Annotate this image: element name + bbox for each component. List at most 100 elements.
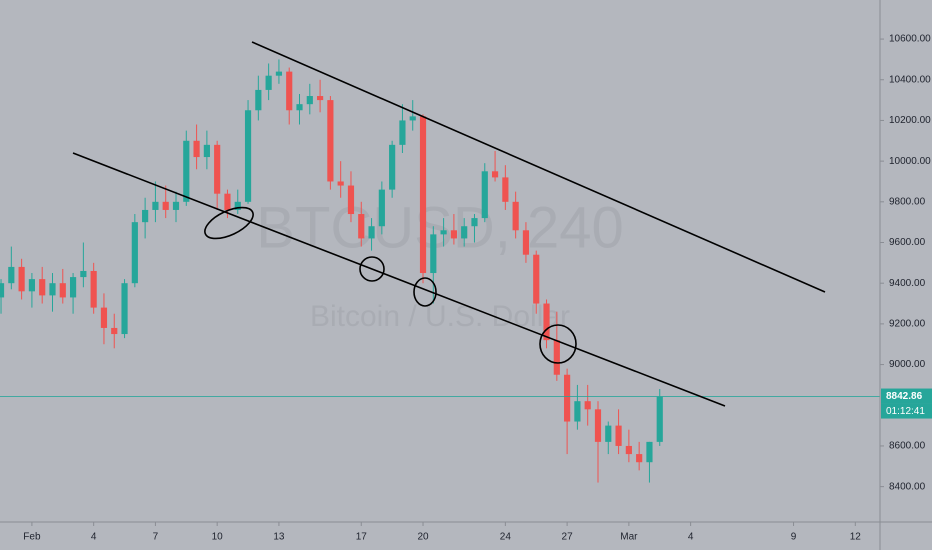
countdown-label: 01:12:41 <box>886 406 925 417</box>
candle-body <box>368 226 375 239</box>
y-tick-label: 9400.00 <box>889 278 926 289</box>
plot <box>0 59 880 483</box>
x-tick-label: 4 <box>91 532 97 543</box>
countdown-box <box>881 403 932 419</box>
y-tick-label: 10400.00 <box>889 74 931 85</box>
x-tick-label: 9 <box>791 532 797 543</box>
x-tick-label: 12 <box>850 532 862 543</box>
candle-body <box>317 96 324 101</box>
candle-body <box>502 177 509 202</box>
x-tick-label: 24 <box>500 532 512 543</box>
candle-body <box>214 144 221 194</box>
x-tick-label: 4 <box>688 532 694 543</box>
x-tick-label: 17 <box>356 532 368 543</box>
x-tick-label: 10 <box>212 532 224 543</box>
trend-line <box>72 152 726 407</box>
candle-body <box>646 441 653 463</box>
candle-body <box>491 171 499 178</box>
y-tick-label: 9600.00 <box>889 237 926 248</box>
candle-body <box>286 71 293 111</box>
candle-body <box>18 266 25 292</box>
candle-body <box>90 270 97 308</box>
candle-body <box>430 234 437 274</box>
candle-body <box>656 396 663 442</box>
candle-body <box>347 185 355 215</box>
candle-body <box>409 116 416 121</box>
candle-body <box>337 181 344 186</box>
candle-body <box>275 71 283 76</box>
candle-body <box>594 409 602 442</box>
x-tick-label: Mar <box>620 532 638 543</box>
candle-body <box>481 171 488 219</box>
candle-body <box>28 279 35 292</box>
candle-body <box>265 75 272 90</box>
candle-body <box>450 230 457 239</box>
y-tick-label: 8600.00 <box>889 441 926 452</box>
candle-body <box>543 303 550 341</box>
last-price-box <box>881 388 932 404</box>
x-tick-label: Feb <box>23 532 41 543</box>
candle-body <box>183 140 190 202</box>
candle-body <box>255 89 262 111</box>
candle-body <box>605 425 612 442</box>
y-tick-label: 10000.00 <box>889 156 931 167</box>
watermark-subtitle: Bitcoin / U.S. Dollar <box>310 300 570 333</box>
candle-body <box>8 266 15 284</box>
candle-body <box>193 140 200 158</box>
candle-body <box>306 96 313 105</box>
y-tick-label: 9200.00 <box>889 319 926 330</box>
candle-body <box>39 279 46 296</box>
candle-body <box>111 327 118 335</box>
candle-body <box>234 201 241 210</box>
x-tick-label: 7 <box>153 532 159 543</box>
circle-mark <box>413 277 437 307</box>
candle-body <box>327 100 334 182</box>
candle-body <box>533 254 540 304</box>
candle-body <box>564 374 571 422</box>
candle-body <box>121 283 128 335</box>
candle-body <box>512 201 519 231</box>
y-tick-label: 10200.00 <box>889 115 931 126</box>
circle-mark <box>204 206 254 240</box>
candle-body <box>49 283 56 296</box>
candle-body <box>152 201 159 210</box>
candle-body <box>553 340 560 375</box>
candle-body <box>471 218 478 227</box>
candle-body <box>80 270 87 278</box>
candle-body <box>358 214 365 239</box>
candle-body <box>69 277 77 298</box>
circle-mark <box>539 324 577 364</box>
last-price-label: 8842.86 <box>886 391 923 402</box>
candle-body <box>142 209 149 223</box>
candle-body <box>131 222 138 284</box>
candle-body <box>419 116 427 274</box>
candle-body <box>389 144 396 190</box>
candle-body <box>584 401 591 410</box>
candle-body <box>100 307 108 328</box>
candle-body <box>522 230 530 255</box>
circle-mark <box>359 256 385 282</box>
candle-body <box>244 110 252 202</box>
trend-line <box>251 41 826 293</box>
y-tick-label: 10600.00 <box>889 34 931 45</box>
candle-body <box>636 454 643 463</box>
y-tick-label: 9800.00 <box>889 196 926 207</box>
candle-body <box>162 201 169 210</box>
candle-body <box>440 230 447 235</box>
candle-body <box>0 283 5 298</box>
candle-body <box>224 193 231 210</box>
y-tick-label: 9000.00 <box>889 359 926 370</box>
candle-body <box>615 425 622 446</box>
drawings <box>72 41 826 407</box>
candle-body <box>203 144 210 158</box>
watermark: BTCUSD, 240 <box>256 195 623 260</box>
candle-body <box>461 226 468 239</box>
candle-body <box>625 445 632 455</box>
candle-body <box>172 201 180 210</box>
y-tick-label: 8400.00 <box>889 481 926 492</box>
x-tick-label: 27 <box>562 532 574 543</box>
candle-body <box>574 401 581 422</box>
